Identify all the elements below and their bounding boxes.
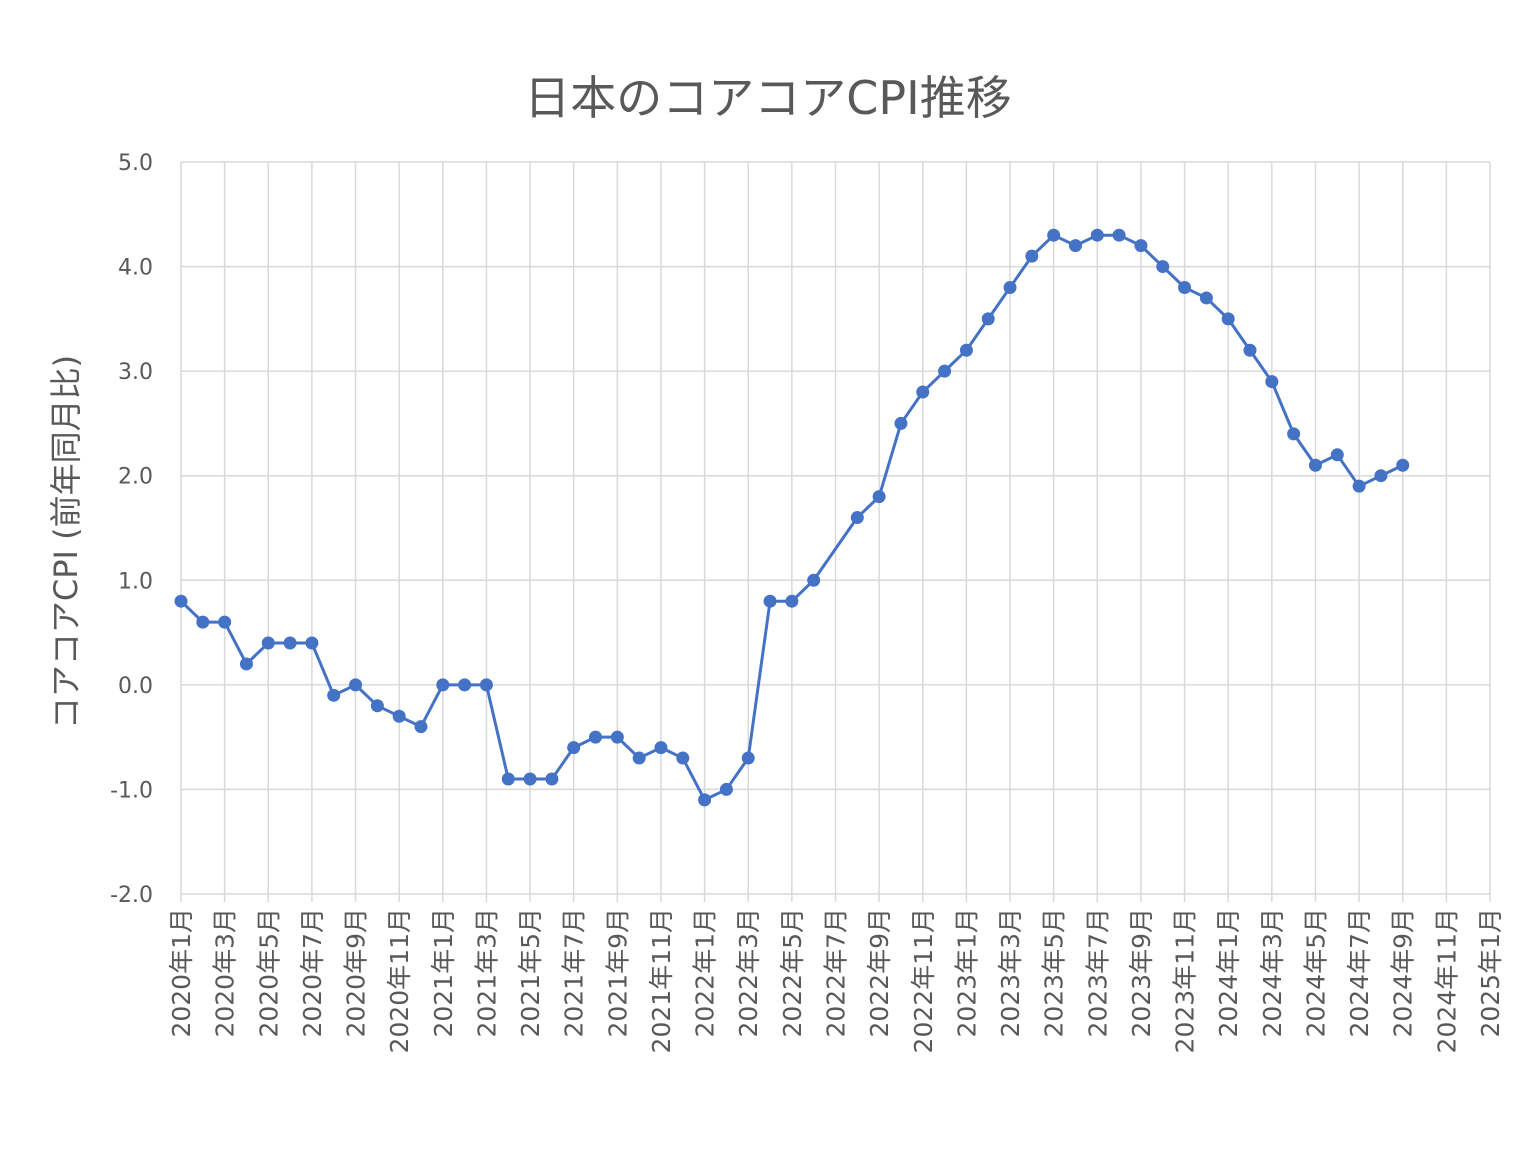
data-point [436, 678, 450, 692]
data-point [894, 416, 908, 430]
data-point [1396, 458, 1410, 472]
data-point [1374, 469, 1388, 483]
x-tick-label: 2023年3月 [996, 908, 1025, 1038]
x-tick-label: 2020年7月 [298, 908, 327, 1038]
data-point [414, 720, 428, 734]
data-point [261, 636, 275, 650]
y-tick-label: 4.0 [118, 256, 153, 281]
x-tick-label: 2022年11月 [909, 908, 938, 1053]
x-tick-label: 2023年11月 [1171, 908, 1200, 1053]
data-point [1112, 228, 1126, 242]
y-tick-label: -1.0 [110, 778, 153, 803]
data-point [1265, 375, 1279, 389]
x-tick-label: 2022年9月 [865, 908, 894, 1038]
data-point [1287, 427, 1301, 441]
data-point [1047, 228, 1061, 242]
x-tick-label: 2021年5月 [516, 908, 545, 1038]
y-tick-label: -2.0 [110, 883, 153, 908]
x-tick-label: 2020年11月 [385, 908, 414, 1053]
data-point [981, 312, 995, 326]
data-point [916, 385, 930, 399]
chart-title: 日本のコアコアCPI推移 [524, 71, 1012, 125]
data-point [327, 688, 341, 702]
data-point [458, 678, 472, 692]
x-tick-label: 2021年11月 [647, 908, 676, 1053]
data-point [1243, 343, 1257, 357]
x-tick-label: 2020年9月 [342, 908, 371, 1038]
data-point [305, 636, 319, 650]
data-point [872, 490, 886, 504]
data-point [1178, 280, 1192, 294]
data-point [1221, 312, 1235, 326]
y-tick-label: 3.0 [118, 360, 153, 385]
x-tick-label: 2025年1月 [1476, 908, 1505, 1038]
data-point [523, 772, 537, 786]
data-point [632, 751, 646, 765]
data-point [589, 730, 603, 744]
data-point [1025, 249, 1039, 263]
data-point [174, 594, 188, 608]
data-point [807, 573, 821, 587]
x-tick-label: 2021年1月 [429, 908, 458, 1038]
x-tick-label: 2021年3月 [472, 908, 501, 1038]
x-tick-label: 2024年11月 [1432, 908, 1461, 1053]
data-point [1199, 291, 1213, 305]
data-point [392, 709, 406, 723]
x-tick-label: 2024年7月 [1345, 908, 1374, 1038]
x-tick-label: 2020年5月 [254, 908, 283, 1038]
y-tick-label: 2.0 [118, 465, 153, 490]
x-tick-label: 2023年1月 [952, 908, 981, 1038]
x-tick-label: 2021年9月 [603, 908, 632, 1038]
x-tick-label: 2021年7月 [560, 908, 589, 1038]
x-tick-label: 2024年3月 [1258, 908, 1287, 1038]
data-point [218, 615, 232, 629]
data-point [1090, 228, 1104, 242]
data-point [1352, 479, 1366, 493]
x-tick-label: 2023年7月 [1083, 908, 1112, 1038]
x-tick-label: 2022年3月 [734, 908, 763, 1038]
data-point [763, 594, 777, 608]
x-tick-label: 2024年1月 [1214, 908, 1243, 1038]
data-point [370, 699, 384, 713]
data-point [501, 772, 515, 786]
data-point [1003, 280, 1017, 294]
data-point [567, 741, 581, 755]
data-point [349, 678, 363, 692]
x-tick-label: 2024年5月 [1301, 908, 1330, 1038]
data-point [239, 657, 253, 671]
data-point [610, 730, 624, 744]
data-point [741, 751, 755, 765]
data-point [1330, 448, 1344, 462]
y-tick-label: 0.0 [118, 674, 153, 699]
x-tick-label: 2020年1月 [167, 908, 196, 1038]
data-point [1156, 260, 1170, 274]
data-point [545, 772, 559, 786]
x-tick-label: 2023年5月 [1040, 908, 1069, 1038]
data-point [654, 741, 668, 755]
data-point [1134, 239, 1148, 253]
data-point [479, 678, 493, 692]
data-point [1308, 458, 1322, 472]
x-tick-label: 2022年7月 [822, 908, 851, 1038]
data-point [283, 636, 297, 650]
x-tick-label: 2024年9月 [1389, 908, 1418, 1038]
data-point [850, 511, 864, 525]
data-point [785, 594, 799, 608]
x-tick-label: 2022年5月 [778, 908, 807, 1038]
data-point [938, 364, 952, 378]
x-tick-label: 2023年9月 [1127, 908, 1156, 1038]
data-point [676, 751, 690, 765]
data-point [719, 782, 733, 796]
data-point [196, 615, 210, 629]
data-point [698, 793, 712, 807]
x-tick-label: 2022年1月 [691, 908, 720, 1038]
data-point [959, 343, 973, 357]
y-tick-label: 5.0 [118, 151, 153, 176]
x-tick-label: 2020年3月 [211, 908, 240, 1038]
data-point [1068, 239, 1082, 253]
y-tick-label: 1.0 [118, 569, 153, 594]
